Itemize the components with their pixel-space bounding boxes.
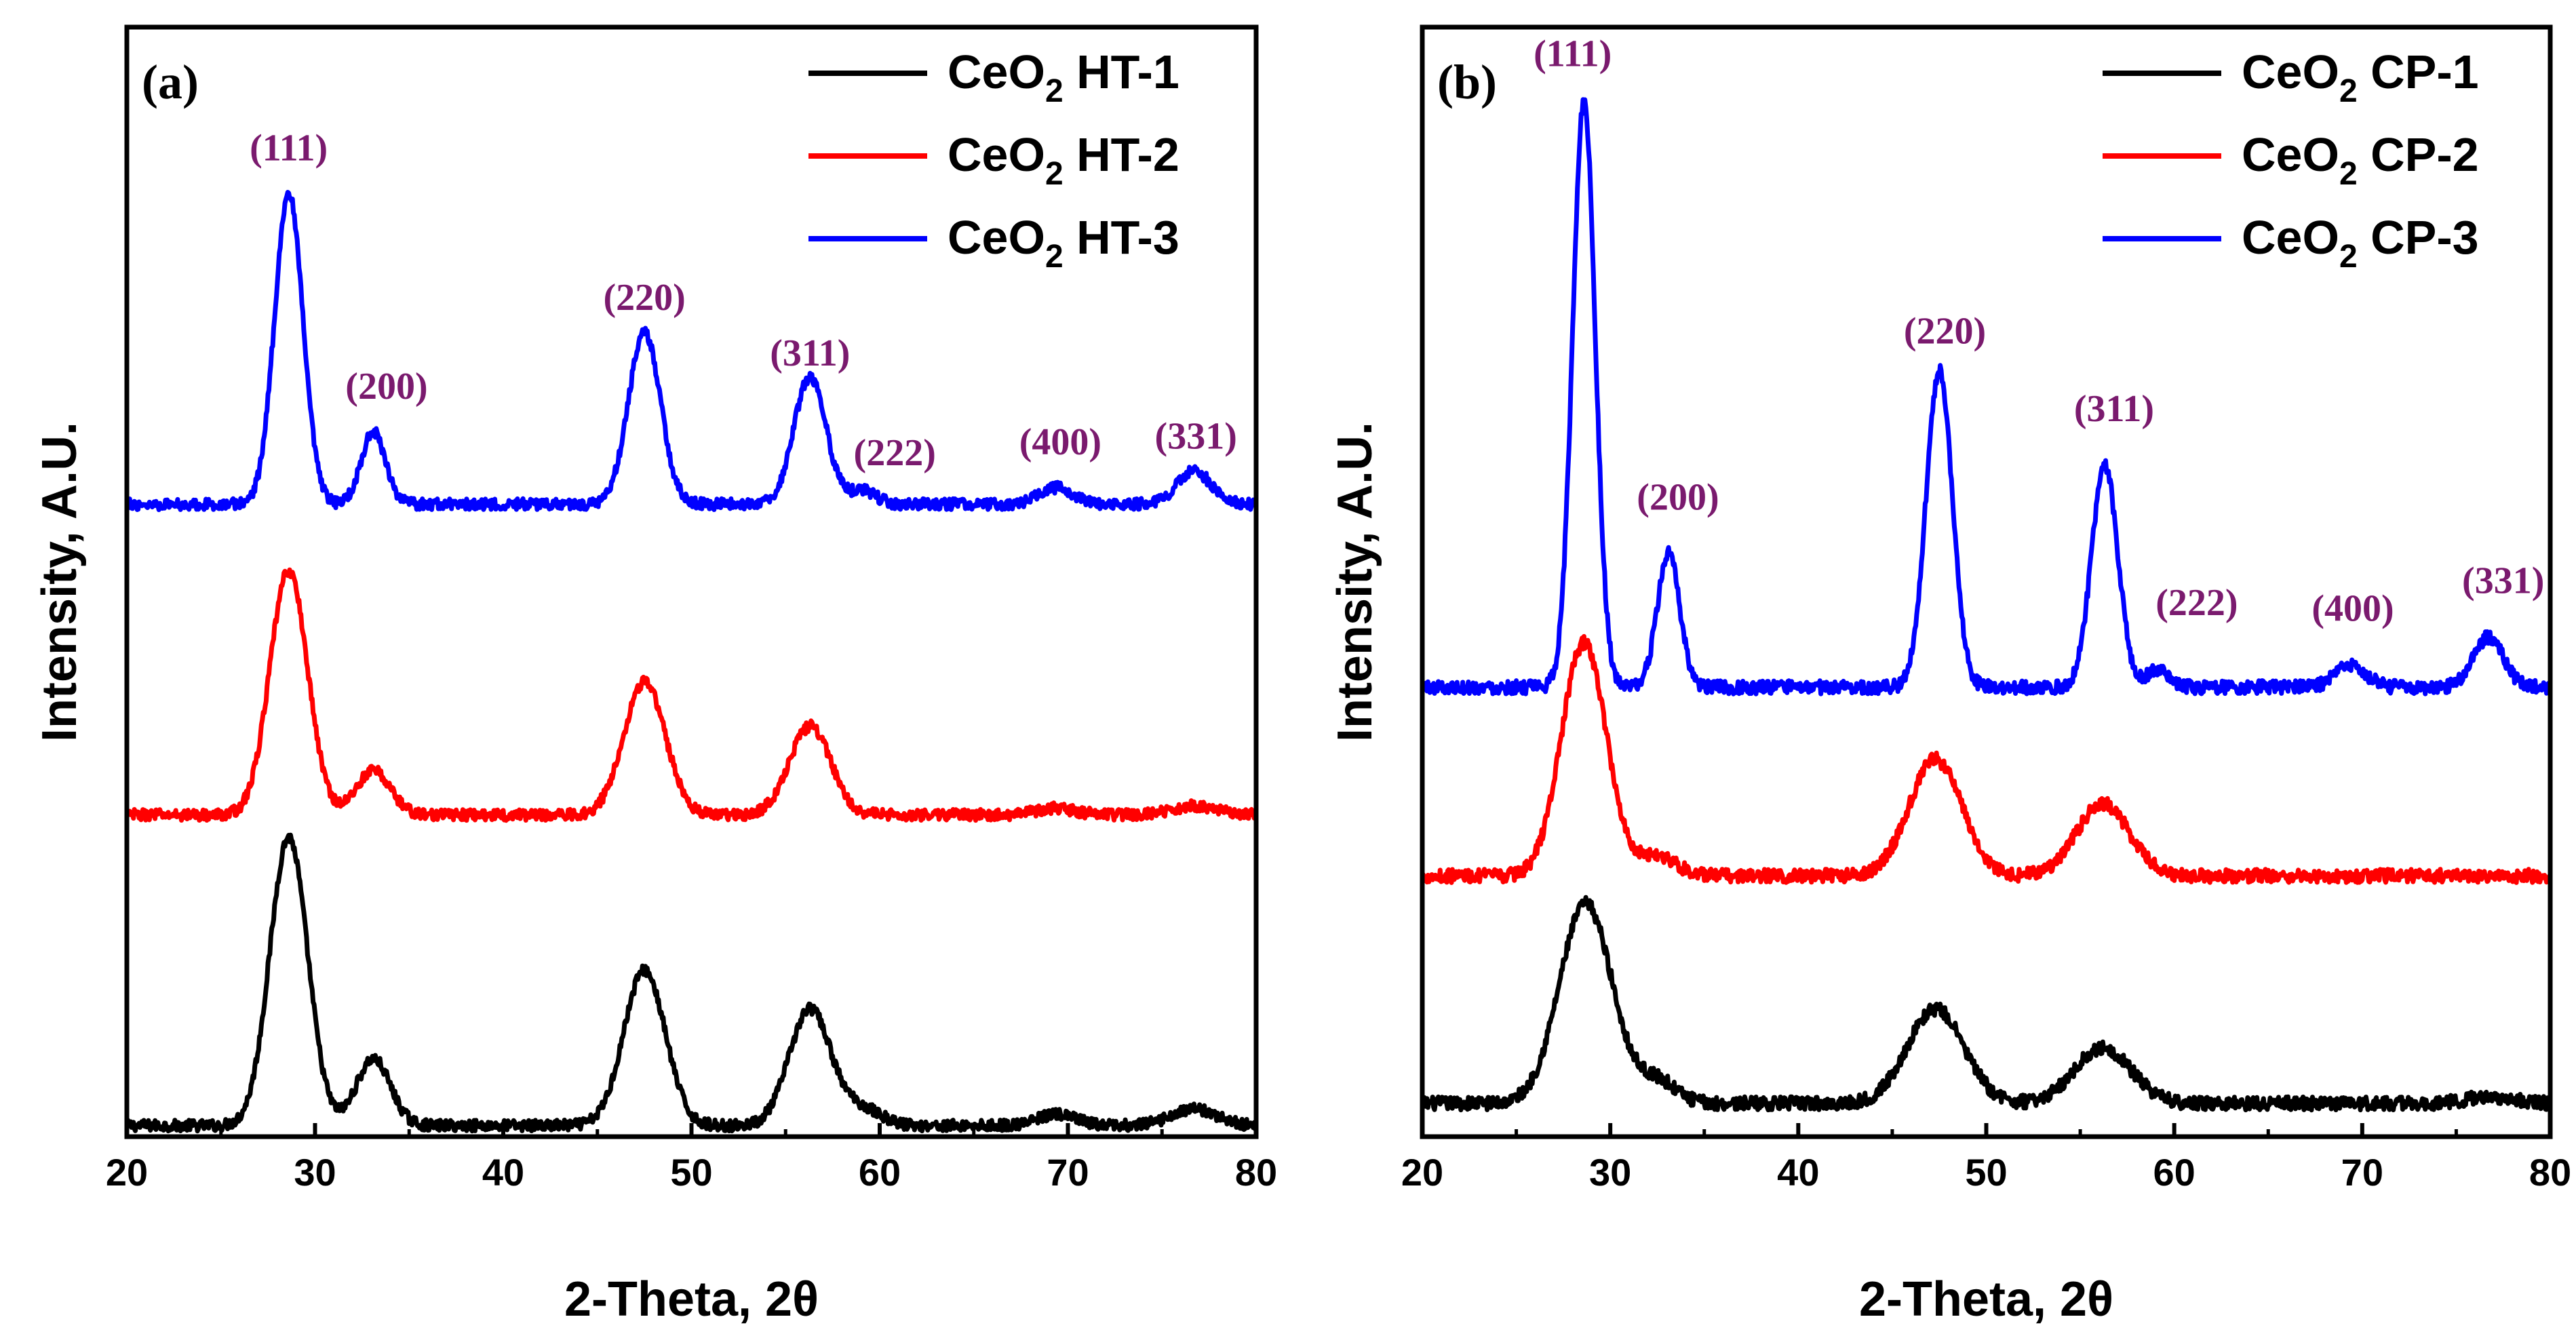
peak-label: (111) xyxy=(1534,33,1612,75)
x-tick-label: 80 xyxy=(2529,1151,2571,1194)
y-axis-title: Intensity, A.U. xyxy=(1328,422,1382,742)
x-axis-title: 2-Theta, 2θ xyxy=(1859,1272,2113,1327)
peak-label: (311) xyxy=(2074,388,2154,430)
series-line-ceo2-cp-3 xyxy=(1420,97,2552,697)
chart-panel-1: 20 30 40 50 60 70 80 2-Theta, 2θ Intensity, A.U.… xyxy=(33,24,1277,1327)
peak-label: (200) xyxy=(345,366,427,408)
peak-label: (111) xyxy=(250,127,328,169)
peak-label: (331) xyxy=(1155,416,1237,458)
peak-label: (222) xyxy=(854,432,936,474)
legend-label: CeO2 CP-2 xyxy=(2242,128,2479,192)
x-tick-label: 60 xyxy=(859,1151,901,1194)
peak-label: (400) xyxy=(1019,421,1101,463)
series-line-ceo2-cp-1 xyxy=(1420,895,2553,1113)
x-tick-label: 20 xyxy=(106,1151,148,1194)
peak-label: (311) xyxy=(770,332,850,374)
x-tick-label: 70 xyxy=(1047,1151,1089,1194)
x-tick-label: 20 xyxy=(1401,1151,1443,1194)
x-tick-label: 40 xyxy=(482,1151,524,1194)
series-line-ceo2-ht-2 xyxy=(124,567,1259,823)
peak-label: (331) xyxy=(2462,560,2544,602)
peak-label: (220) xyxy=(603,277,685,319)
legend-label: CeO2 HT-3 xyxy=(948,211,1179,275)
x-tick-label: 80 xyxy=(1235,1151,1277,1194)
legend-label: CeO2 HT-2 xyxy=(948,128,1179,192)
peak-label: (200) xyxy=(1637,477,1719,519)
chart-panel-2: 20 30 40 50 60 70 80 2-Theta, 2θ Intensity, A.U.… xyxy=(1328,24,2571,1327)
series-line-ceo2-ht-1 xyxy=(124,832,1258,1134)
x-tick-label: 70 xyxy=(2341,1151,2383,1194)
peak-label: (400) xyxy=(2311,587,2394,629)
x-tick-label: 30 xyxy=(294,1151,336,1194)
x-tick-label: 30 xyxy=(1589,1151,1631,1194)
panel-label: (a) xyxy=(142,55,199,109)
legend-label: CeO2 CP-1 xyxy=(2242,45,2479,109)
legend-label: CeO2 HT-1 xyxy=(948,45,1179,109)
series-line-ceo2-ht-3 xyxy=(125,190,1259,513)
panel-label: (b) xyxy=(1437,55,1497,109)
x-axis-title: 2-Theta, 2θ xyxy=(564,1272,819,1327)
x-tick-label: 50 xyxy=(670,1151,712,1194)
y-axis-title: Intensity, A.U. xyxy=(33,422,87,742)
x-tick-label: 40 xyxy=(1777,1151,1819,1194)
legend-label: CeO2 CP-3 xyxy=(2242,211,2479,275)
x-tick-label: 60 xyxy=(2153,1151,2196,1194)
x-tick-label: 50 xyxy=(1965,1151,2007,1194)
series-line-ceo2-cp-2 xyxy=(1420,633,2552,885)
peak-label: (220) xyxy=(1904,310,1986,352)
peak-label: (222) xyxy=(2155,582,2238,624)
